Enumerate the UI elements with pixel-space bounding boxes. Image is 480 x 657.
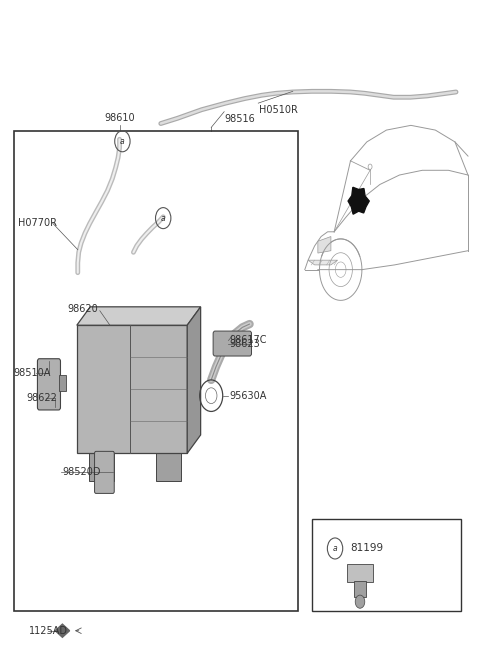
Text: 98510A: 98510A	[13, 368, 51, 378]
FancyBboxPatch shape	[213, 331, 252, 356]
Text: 98623: 98623	[229, 338, 260, 349]
Bar	[59, 374, 66, 391]
Text: 98516: 98516	[225, 114, 255, 124]
FancyBboxPatch shape	[37, 359, 60, 410]
FancyBboxPatch shape	[95, 451, 114, 493]
Text: a: a	[333, 544, 337, 553]
Text: 95630A: 95630A	[229, 391, 267, 401]
Polygon shape	[77, 307, 201, 325]
Text: 1125AD: 1125AD	[29, 625, 68, 636]
Text: a: a	[161, 214, 166, 223]
Bar	[312, 519, 461, 611]
Text: 98610: 98610	[105, 113, 135, 123]
Bar	[14, 131, 298, 611]
Text: 98617C: 98617C	[229, 336, 267, 346]
Circle shape	[355, 595, 365, 608]
Bar	[156, 449, 181, 481]
Text: 81199: 81199	[350, 543, 384, 553]
Polygon shape	[308, 260, 337, 265]
Text: H0510R: H0510R	[259, 105, 298, 115]
Text: a: a	[120, 137, 125, 146]
Text: 98620: 98620	[68, 304, 98, 314]
Polygon shape	[318, 237, 331, 253]
Polygon shape	[55, 624, 70, 637]
Polygon shape	[187, 307, 201, 453]
FancyBboxPatch shape	[347, 564, 373, 582]
Text: 98622: 98622	[26, 393, 57, 403]
Bar	[89, 449, 114, 481]
Bar	[77, 325, 187, 453]
Text: 98520D: 98520D	[62, 467, 101, 478]
Text: H0770R: H0770R	[18, 218, 57, 229]
Polygon shape	[348, 187, 369, 214]
Bar	[354, 581, 366, 597]
